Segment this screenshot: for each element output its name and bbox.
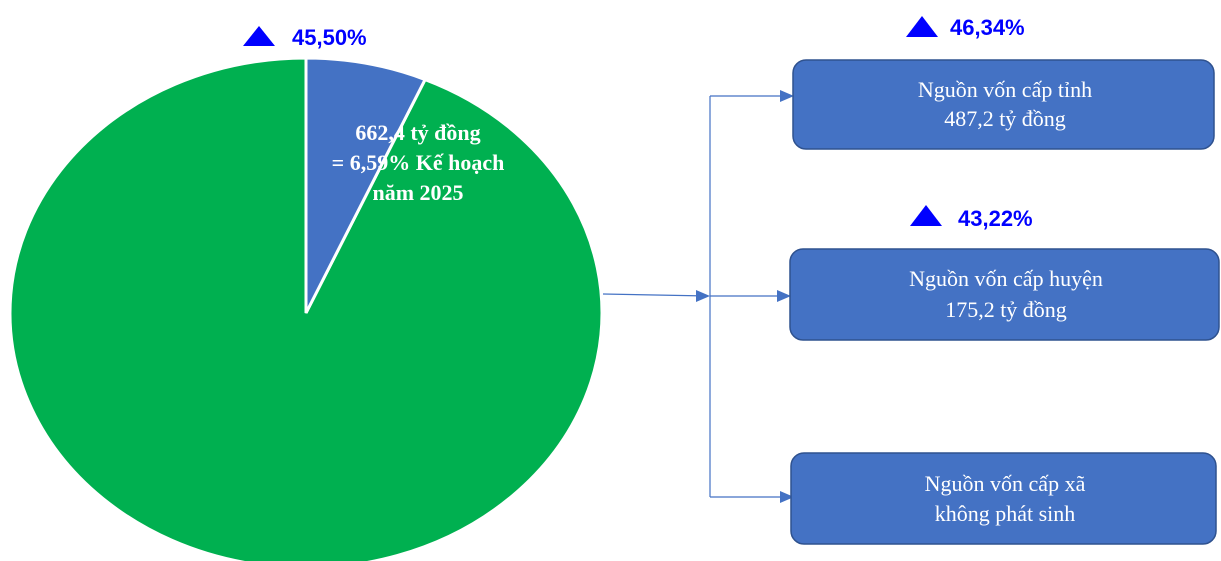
breakdown-title: Nguồn vốn cấp tỉnh [918,77,1092,102]
breakdown-title: Nguồn vốn cấp huyện [909,266,1103,291]
breakdown-amount: 487,2 tỷ đồng [944,106,1066,131]
breakdown-amount: 175,2 tỷ đồng [945,297,1067,322]
breakdown-item-district: 43,22% Nguồn vốn cấp huyện 175,2 tỷ đồng [789,205,1220,341]
arrowhead-1 [780,90,794,102]
breakdown-growth-value: 43,22% [958,206,1033,231]
connector-lines [602,95,790,498]
connector-arrowheads [696,90,794,503]
pie-slice-achieved [304,56,428,314]
breakdown-growth-value: 46,34% [950,15,1025,40]
pie-slice-remaining [8,56,604,561]
connector-from-pie [602,293,709,297]
breakdown-box [789,248,1220,341]
breakdown-item-commune: Nguồn vốn cấp xã không phát sinh [790,452,1217,545]
breakdown-note: không phát sinh [935,501,1076,526]
pie-growth-value: 45,50% [292,25,367,50]
slice-label-line-3: năm 2025 [372,180,463,205]
slice-annotation: 662,4 tỷ đồng = 6,59% Kế hoạch năm 2025 [332,120,505,205]
arrowhead-pie [696,290,710,302]
pie-growth-indicator: 45,50% [243,25,367,50]
arrowhead-2 [777,290,791,302]
triangle-up-icon [243,26,275,46]
triangle-up-icon [910,205,942,226]
breakdown-box [792,59,1215,150]
breakdown-box [790,452,1217,545]
breakdown-title: Nguồn vốn cấp xã [925,471,1086,496]
slice-label-line-2: = 6,59% Kế hoạch [332,150,505,175]
breakdown-item-province: 46,34% Nguồn vốn cấp tỉnh 487,2 tỷ đồng [792,15,1215,150]
pie-chart [8,56,604,561]
arrowhead-3 [780,491,794,503]
slice-label-line-1: 662,4 tỷ đồng [355,120,480,145]
triangle-up-icon [906,16,938,37]
